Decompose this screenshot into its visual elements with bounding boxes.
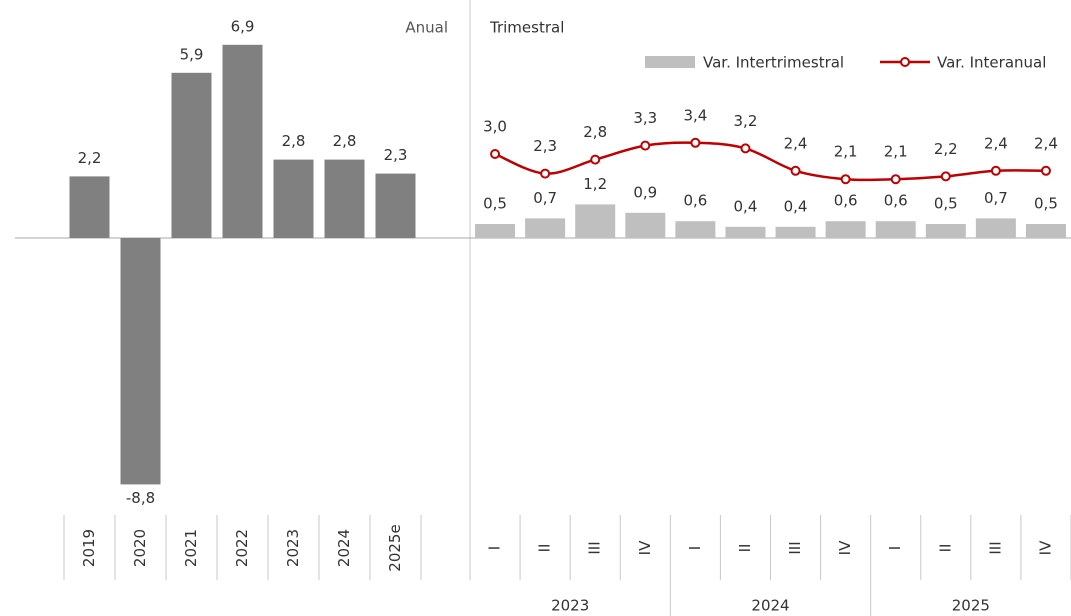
bar <box>171 72 212 238</box>
data-label: 0,5 <box>1034 195 1058 213</box>
marker <box>1040 165 1051 176</box>
data-label: -8,8 <box>126 489 155 507</box>
x-tick-label: IV <box>636 540 654 555</box>
data-label: 0,7 <box>533 189 557 207</box>
data-label: 1,2 <box>583 175 607 193</box>
legend-swatch <box>645 56 695 68</box>
x-tick-label: I <box>686 546 704 550</box>
data-label: 2,3 <box>384 146 408 164</box>
bar <box>273 159 314 238</box>
x-tick-label: 2023 <box>284 529 302 567</box>
marker <box>690 137 701 148</box>
x-tick-label: 2024 <box>335 529 353 567</box>
data-label: 2,8 <box>282 132 306 150</box>
x-tick-label: IV <box>836 540 854 555</box>
data-label: 2,2 <box>78 149 102 167</box>
bar <box>475 224 516 238</box>
bar <box>775 226 816 238</box>
marker <box>590 154 601 165</box>
data-label: 2,8 <box>333 132 357 150</box>
data-label: 6,9 <box>231 17 255 35</box>
group-label: 2025 <box>952 597 990 615</box>
data-label: 2,2 <box>934 140 958 158</box>
marker <box>790 165 801 176</box>
data-label: 0,5 <box>934 195 958 213</box>
x-tick-label: III <box>786 541 804 554</box>
bar <box>1025 224 1066 238</box>
x-tick-label: 2021 <box>182 529 200 567</box>
data-label: 5,9 <box>180 45 204 63</box>
data-label: 2,4 <box>1034 134 1058 152</box>
bar <box>875 221 916 238</box>
panel-title: Trimestral <box>489 19 564 37</box>
bar <box>222 44 263 238</box>
data-label: 0,7 <box>984 189 1008 207</box>
x-tick-label: II <box>936 544 954 553</box>
legend-label: Var. Interanual <box>937 54 1046 72</box>
legend-label: Var. Intertrimestral <box>703 54 844 72</box>
bar <box>675 221 716 238</box>
x-tick-label: 2025e <box>386 524 404 571</box>
x-tick-label: III <box>586 541 604 554</box>
marker <box>490 149 501 159</box>
marker <box>740 143 751 154</box>
panel-title: Anual <box>405 19 448 37</box>
x-tick-label: III <box>986 541 1004 554</box>
x-tick-label: 2020 <box>131 529 149 567</box>
x-tick-label: IV <box>1036 540 1054 555</box>
data-label: 0,9 <box>633 183 657 201</box>
data-label: 0,6 <box>834 192 858 210</box>
data-label: 3,3 <box>633 109 657 127</box>
bar <box>975 218 1016 238</box>
marker <box>640 140 651 151</box>
marker <box>990 165 1001 176</box>
line <box>494 141 1046 182</box>
bar <box>69 176 110 238</box>
bar <box>120 238 161 485</box>
bar <box>525 218 566 238</box>
data-label: 0,6 <box>884 192 908 210</box>
marker <box>840 174 851 185</box>
data-label: 0,4 <box>784 197 808 215</box>
x-tick-label: II <box>736 544 754 553</box>
data-label: 2,3 <box>533 137 557 155</box>
data-label: 3,2 <box>734 112 758 130</box>
x-tick-label: 2022 <box>233 529 251 567</box>
data-label: 2,1 <box>834 143 858 161</box>
data-label: 3,0 <box>483 118 507 136</box>
x-tick-label: I <box>886 546 904 550</box>
bar <box>625 212 666 238</box>
group-label: 2023 <box>551 597 589 615</box>
x-tick-label: I <box>486 546 504 550</box>
x-tick-label: II <box>536 544 554 553</box>
marker <box>940 171 951 182</box>
bar <box>324 159 365 238</box>
bar <box>725 226 766 238</box>
data-label: 2,8 <box>583 123 607 141</box>
data-label: 3,4 <box>683 106 707 124</box>
group-label: 2024 <box>751 597 789 615</box>
x-tick-label: 2019 <box>80 529 98 567</box>
data-label: 0,5 <box>483 195 507 213</box>
bar <box>825 221 866 238</box>
bar <box>375 173 416 238</box>
bar <box>925 224 966 238</box>
legend-marker <box>900 57 910 67</box>
marker <box>890 174 901 185</box>
data-label: 0,6 <box>683 192 707 210</box>
data-label: 2,4 <box>784 134 808 152</box>
data-label: 2,4 <box>984 134 1008 152</box>
marker <box>540 168 551 179</box>
data-label: 2,1 <box>884 143 908 161</box>
bar <box>575 204 616 238</box>
data-label: 0,4 <box>734 197 758 215</box>
